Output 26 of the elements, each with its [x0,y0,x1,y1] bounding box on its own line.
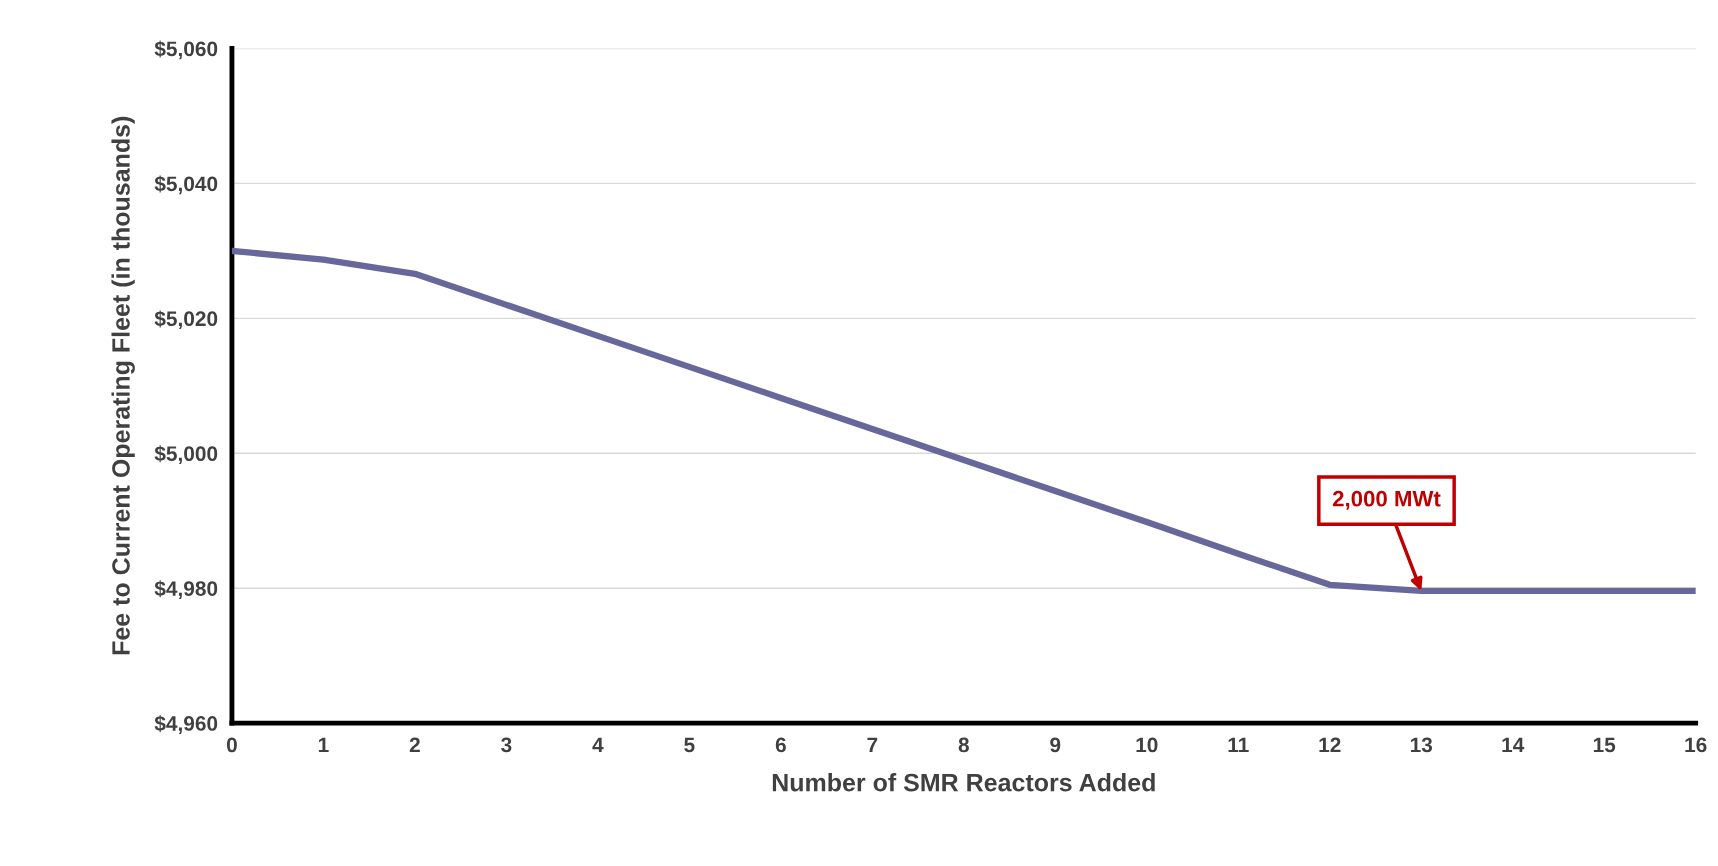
y-tick-label: $5,000 [154,445,218,465]
y-tick-label: $4,960 [154,715,218,734]
x-tick-label: 10 [1136,737,1158,753]
x-tick-label: 13 [1410,737,1433,753]
x-tick-label: 7 [867,737,878,753]
x-tick-label: 8 [958,737,969,753]
y-axis-title: Fee to Current Operating Fleet (in thousands) [111,116,135,655]
x-tick-label: 12 [1319,737,1341,753]
x-tick-label: 2 [409,737,420,753]
x-tick-label: 6 [775,737,786,753]
x-tick-label: 15 [1593,737,1616,753]
y-tick-label: $5,060 [154,40,218,60]
x-tick-label: 3 [501,737,512,753]
x-tick-label: 0 [226,737,237,753]
x-tick-label: 16 [1685,737,1707,753]
annotation: 2,000 MWt [1332,490,1441,510]
y-tick-label: $5,040 [154,175,218,195]
x-tick-label: 4 [592,737,604,753]
y-tick-label: $4,980 [154,580,218,599]
x-axis-title: Number of SMR Reactors Added [772,773,1155,792]
x-tick-label: 9 [1050,737,1061,753]
x-tick-label: 5 [684,737,695,753]
x-tick-label: 1 [318,737,329,753]
x-tick-label: 14 [1502,737,1525,753]
y-tick-label: $5,020 [154,310,218,330]
x-tick-label: 11 [1228,737,1249,753]
